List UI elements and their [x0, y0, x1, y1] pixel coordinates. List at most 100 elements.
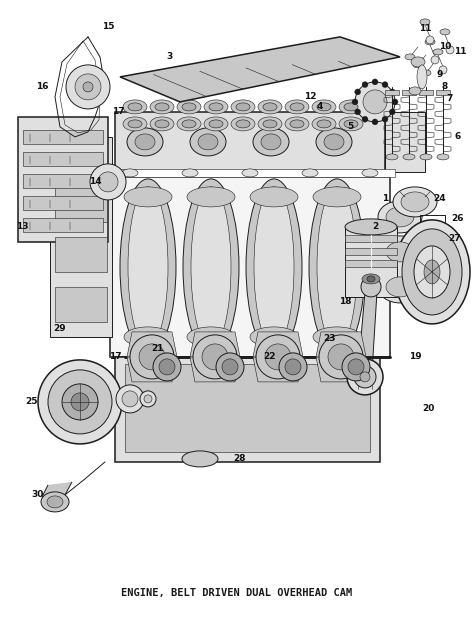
Ellipse shape: [440, 29, 450, 35]
Ellipse shape: [155, 103, 169, 111]
Ellipse shape: [265, 344, 291, 370]
Polygon shape: [120, 37, 400, 102]
Ellipse shape: [250, 187, 298, 207]
Text: 20: 20: [422, 404, 434, 413]
Ellipse shape: [183, 179, 239, 355]
Ellipse shape: [116, 385, 144, 413]
Ellipse shape: [279, 353, 307, 381]
Ellipse shape: [403, 154, 415, 160]
Text: 19: 19: [409, 352, 421, 362]
Ellipse shape: [354, 366, 376, 388]
Ellipse shape: [231, 117, 255, 131]
Ellipse shape: [193, 335, 237, 379]
Text: 17: 17: [112, 107, 124, 117]
Ellipse shape: [71, 393, 89, 411]
Bar: [23, 196, 103, 210]
Ellipse shape: [128, 187, 168, 347]
Ellipse shape: [394, 220, 470, 324]
Polygon shape: [127, 332, 177, 357]
Ellipse shape: [250, 327, 298, 347]
Polygon shape: [253, 357, 303, 382]
Ellipse shape: [411, 57, 425, 67]
Ellipse shape: [209, 120, 223, 128]
Ellipse shape: [140, 391, 156, 407]
Ellipse shape: [446, 46, 454, 54]
Text: 6: 6: [455, 133, 461, 141]
Ellipse shape: [75, 74, 101, 100]
Ellipse shape: [389, 109, 395, 115]
Ellipse shape: [236, 103, 250, 111]
Text: 5: 5: [347, 122, 353, 131]
Ellipse shape: [309, 179, 365, 355]
Ellipse shape: [120, 179, 176, 355]
Ellipse shape: [421, 70, 431, 76]
Ellipse shape: [433, 49, 443, 55]
Text: 11: 11: [419, 25, 431, 33]
Text: 26: 26: [452, 214, 464, 223]
Ellipse shape: [386, 154, 398, 160]
Bar: [345, 260, 397, 267]
Ellipse shape: [344, 103, 358, 111]
Ellipse shape: [198, 134, 218, 150]
Text: 10: 10: [439, 43, 451, 51]
Ellipse shape: [386, 207, 414, 227]
Polygon shape: [316, 357, 366, 382]
Bar: [125, 364, 370, 452]
Ellipse shape: [209, 103, 223, 111]
Ellipse shape: [344, 120, 358, 128]
Ellipse shape: [222, 359, 238, 375]
Ellipse shape: [401, 192, 429, 212]
Text: 1: 1: [382, 194, 388, 204]
Ellipse shape: [317, 187, 357, 347]
Ellipse shape: [362, 274, 380, 284]
Ellipse shape: [420, 19, 430, 25]
Ellipse shape: [285, 359, 301, 375]
Polygon shape: [253, 332, 303, 357]
Ellipse shape: [382, 116, 388, 122]
Text: 28: 28: [234, 454, 246, 463]
Ellipse shape: [324, 134, 344, 150]
Bar: [110, 169, 395, 177]
Ellipse shape: [347, 359, 383, 395]
Ellipse shape: [328, 344, 354, 370]
Bar: [345, 248, 397, 255]
Text: 8: 8: [442, 83, 448, 91]
Text: 27: 27: [449, 234, 461, 243]
Bar: [110, 177, 390, 357]
Ellipse shape: [420, 154, 432, 160]
Ellipse shape: [122, 391, 138, 407]
Ellipse shape: [261, 134, 281, 150]
Ellipse shape: [124, 327, 172, 347]
Bar: [55, 187, 107, 222]
Ellipse shape: [124, 187, 172, 207]
Ellipse shape: [253, 128, 289, 156]
Bar: [23, 218, 103, 232]
Ellipse shape: [246, 179, 302, 355]
Ellipse shape: [372, 79, 378, 85]
Ellipse shape: [128, 103, 142, 111]
Bar: [385, 112, 425, 172]
Ellipse shape: [90, 164, 126, 200]
Bar: [55, 287, 107, 322]
Ellipse shape: [204, 117, 228, 131]
Ellipse shape: [38, 360, 122, 444]
Ellipse shape: [362, 169, 378, 177]
Ellipse shape: [360, 372, 370, 382]
Ellipse shape: [417, 65, 427, 89]
Ellipse shape: [367, 276, 375, 282]
Text: 24: 24: [434, 194, 447, 204]
Ellipse shape: [127, 128, 163, 156]
Ellipse shape: [258, 100, 282, 114]
Ellipse shape: [135, 134, 155, 150]
Ellipse shape: [355, 109, 361, 115]
Ellipse shape: [66, 65, 110, 109]
Ellipse shape: [426, 36, 434, 44]
Ellipse shape: [392, 99, 398, 105]
Ellipse shape: [231, 100, 255, 114]
Bar: [115, 112, 385, 172]
Ellipse shape: [202, 344, 228, 370]
Ellipse shape: [182, 451, 218, 467]
Ellipse shape: [187, 187, 235, 207]
Ellipse shape: [177, 117, 201, 131]
Ellipse shape: [263, 103, 277, 111]
